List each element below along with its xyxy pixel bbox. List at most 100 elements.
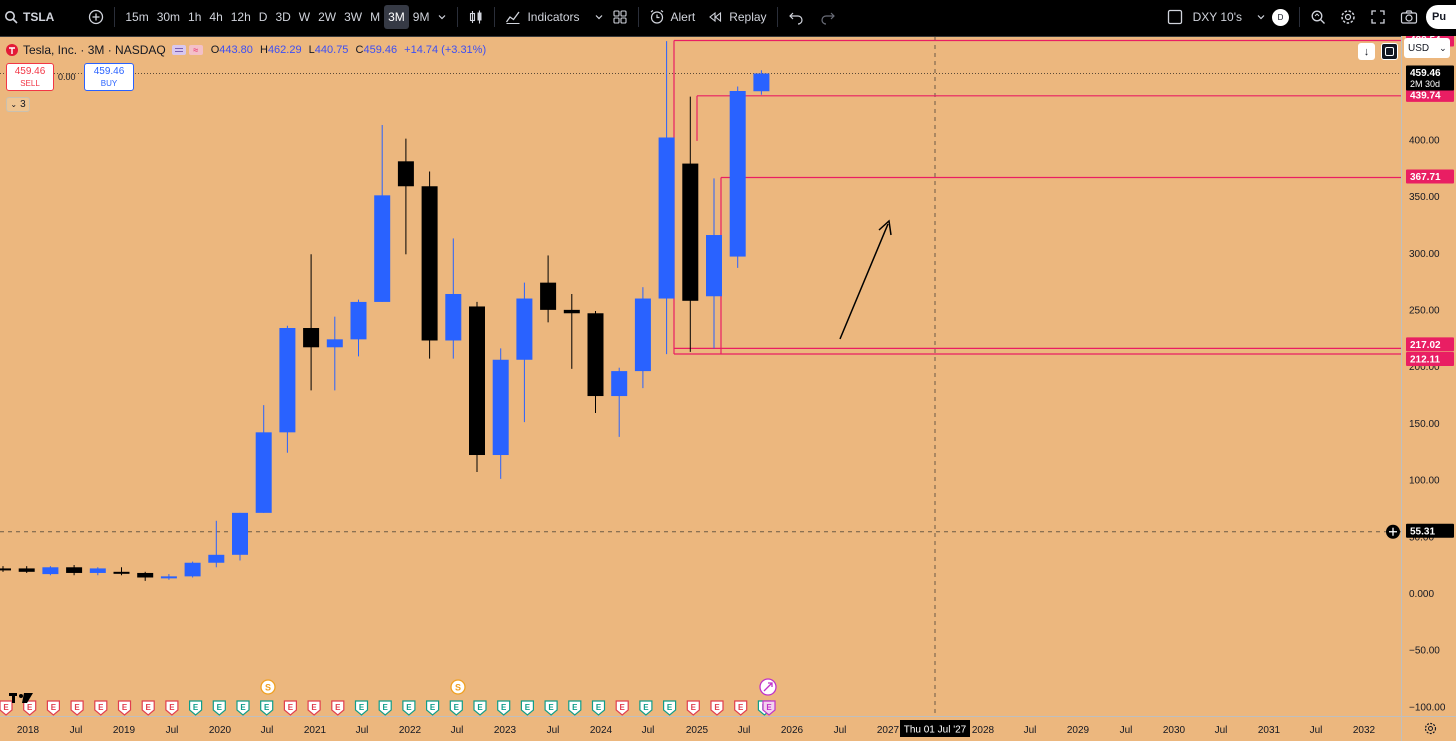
earnings-marker[interactable]: E: [615, 700, 629, 716]
indicators-collapse-button[interactable]: ⌄ 3: [6, 97, 30, 112]
earnings-marker[interactable]: E: [117, 700, 132, 716]
earnings-marker[interactable]: E: [141, 700, 155, 716]
price-axis-scale[interactable]: 450.00400.00350.00300.00250.00200.00150.…: [1402, 32, 1456, 716]
time-tick: 2028: [972, 725, 995, 736]
main-pane[interactable]: Target 2Target 1EEEEEEEEEEEEEEEEEEEEEEEE…: [0, 36, 1401, 717]
earnings-marker[interactable]: E: [639, 700, 653, 716]
sell-price: 459.46: [14, 66, 46, 77]
candle-body: [540, 282, 557, 310]
earnings-marker[interactable]: E: [568, 700, 582, 716]
earnings-marker[interactable]: E: [686, 700, 700, 716]
candle-body: [350, 301, 367, 340]
timeframe-1h[interactable]: 1h: [188, 10, 202, 24]
time-axis-scale[interactable]: 2018 Jul 2019 Jul 2020 Jul 2021 Jul 2022 Jul 2023 J…: [0, 717, 1401, 741]
compare-button[interactable]: [84, 4, 108, 30]
divider: [114, 7, 116, 27]
chart-type-button[interactable]: [464, 4, 488, 30]
visibility-icon[interactable]: [171, 45, 186, 55]
earnings-marker[interactable]: E: [46, 700, 60, 716]
earnings-marker[interactable]: E: [0, 700, 13, 716]
earnings-marker[interactable]: E: [663, 700, 677, 716]
box-icon: [1385, 47, 1394, 56]
price-axis[interactable]: 450.00400.00350.00300.00250.00200.00150.…: [1401, 32, 1456, 716]
chevron-down-icon: [594, 12, 604, 22]
upcoming-earnings-marker[interactable]: E: [762, 700, 776, 716]
time-axis[interactable]: 2018 Jul 2019 Jul 2020 Jul 2021 Jul 2022 Jul 2023 J…: [0, 716, 1401, 741]
tradingview-logo-icon[interactable]: [9, 693, 33, 703]
earnings-marker[interactable]: E: [189, 700, 203, 716]
svg-text:2M 30d: 2M 30d: [1410, 79, 1440, 89]
timeframe-3m[interactable]: 3M: [384, 5, 409, 29]
currency-select[interactable]: USD ⌄: [1404, 38, 1450, 58]
chevron-down-icon: ⌄: [1439, 42, 1447, 53]
publish-button[interactable]: Pu: [1426, 4, 1456, 30]
earnings-marker[interactable]: E: [378, 700, 392, 716]
earnings-marker[interactable]: E: [710, 700, 724, 716]
earnings-marker[interactable]: E: [23, 700, 37, 716]
alert-button[interactable]: Alert: [645, 4, 700, 30]
earnings-marker[interactable]: E: [473, 700, 487, 716]
split-marker[interactable]: S: [450, 679, 466, 695]
add-alert-plus-icon[interactable]: [1386, 524, 1400, 539]
split-marker[interactable]: S: [260, 679, 276, 695]
earnings-marker[interactable]: E: [331, 700, 345, 716]
earnings-marker[interactable]: E: [591, 700, 606, 716]
earnings-marker[interactable]: E: [70, 700, 84, 716]
earnings-marker[interactable]: E: [94, 700, 108, 716]
approx-icon[interactable]: ≈: [188, 45, 203, 55]
settings-button[interactable]: [1336, 4, 1360, 30]
fullscreen-button[interactable]: [1366, 4, 1390, 30]
top-toolbar: TSLA 15m 30m 1h 4h 12h D 3D W 2W 3W M 3M 9M Indicato…: [0, 0, 1456, 34]
indicators-button[interactable]: Indicators: [501, 4, 607, 30]
timeframe-30m[interactable]: 30m: [156, 10, 181, 24]
earnings-marker[interactable]: E: [165, 700, 179, 716]
timeframe-4h[interactable]: 4h: [209, 10, 223, 24]
earnings-marker[interactable]: E: [449, 700, 463, 716]
scroll-down-button[interactable]: ↓: [1358, 43, 1375, 60]
timeframe-m[interactable]: M: [370, 10, 381, 24]
timeframe-15m[interactable]: 15m: [125, 10, 149, 24]
timeframe-dropdown[interactable]: [433, 4, 451, 30]
time-tick: 2022: [399, 725, 422, 736]
timeframe-w[interactable]: W: [298, 10, 311, 24]
auto-scale-button[interactable]: [1381, 43, 1398, 60]
earnings-marker[interactable]: E: [734, 700, 748, 716]
price-tick: 50.00: [1409, 532, 1434, 543]
earnings-marker[interactable]: E: [236, 700, 250, 716]
earnings-marker[interactable]: E: [260, 700, 274, 716]
earnings-marker[interactable]: E: [354, 700, 369, 716]
snapshot-button[interactable]: [1396, 4, 1422, 30]
templates-button[interactable]: [608, 4, 632, 30]
quick-search-button[interactable]: [1306, 4, 1330, 30]
time-tick: Jul: [451, 725, 464, 736]
axis-settings[interactable]: [1401, 716, 1456, 741]
undo-button[interactable]: [784, 4, 808, 30]
candle-body: [706, 235, 722, 297]
svg-text:E: E: [766, 703, 772, 712]
earnings-marker[interactable]: E: [283, 700, 297, 716]
time-tick: Jul: [1215, 725, 1228, 736]
replay-button[interactable]: Replay: [703, 4, 770, 30]
layout-select[interactable]: DXY 10's D: [1163, 4, 1293, 30]
earnings-marker[interactable]: E: [520, 700, 534, 716]
earnings-marker[interactable]: E: [402, 700, 416, 716]
earnings-marker[interactable]: E: [212, 700, 226, 716]
timeframe-3d[interactable]: 3D: [275, 10, 291, 24]
earnings-marker[interactable]: E: [544, 700, 558, 716]
symbol-search[interactable]: TSLA: [0, 4, 58, 30]
earnings-marker[interactable]: E: [426, 700, 440, 716]
earnings-marker[interactable]: E: [497, 700, 511, 716]
projection-arrow[interactable]: [839, 223, 889, 340]
event-rocket-marker[interactable]: [759, 678, 777, 696]
sell-button[interactable]: 459.46 SELL: [6, 63, 54, 91]
timeframe-12h[interactable]: 12h: [230, 10, 251, 24]
earnings-marker[interactable]: E: [307, 700, 321, 716]
timeframe-2w[interactable]: 2W: [318, 10, 337, 24]
time-tick: 2032: [1353, 725, 1376, 736]
timeframe-d[interactable]: D: [258, 10, 268, 24]
redo-button[interactable]: [816, 4, 840, 30]
buy-button[interactable]: 459.46 BUY: [84, 63, 134, 91]
timeframe-3w[interactable]: 3W: [344, 10, 363, 24]
timeframe-9m[interactable]: 9M: [412, 10, 430, 24]
price-chart[interactable]: Target 2Target 1EEEEEEEEEEEEEEEEEEEEEEEE…: [0, 37, 1401, 717]
